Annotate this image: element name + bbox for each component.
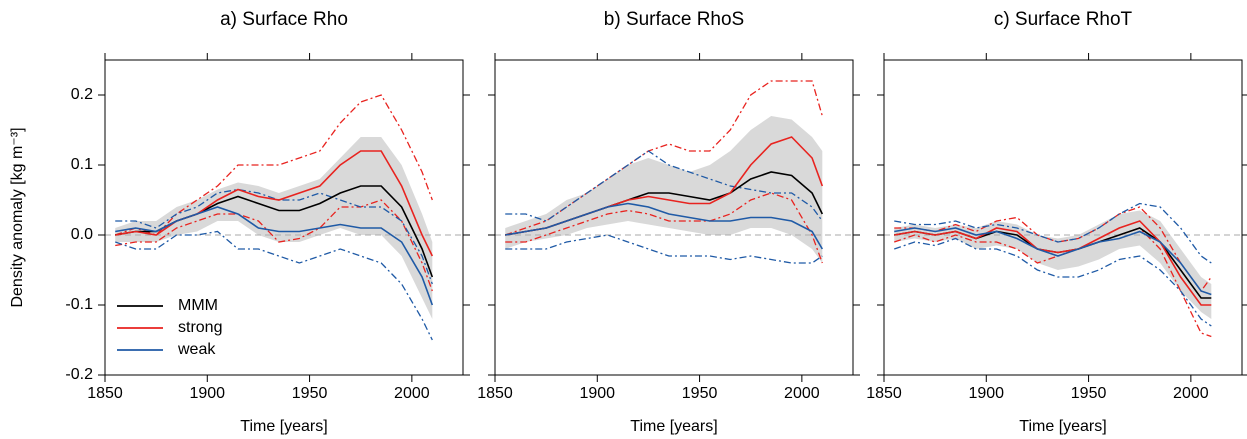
range-line (894, 237, 1212, 327)
x-tick-label: 1850 (477, 385, 513, 402)
x-axis-label: Time [years] (1019, 418, 1106, 435)
series-line (894, 220, 1212, 306)
range-line (115, 230, 433, 341)
range-line (505, 234, 823, 264)
x-tick-label: 1900 (968, 385, 1004, 402)
series-line (115, 206, 434, 306)
legend-label: weak (177, 341, 216, 358)
x-tick-label: 1950 (292, 385, 328, 402)
panel-title: a) Surface Rho (220, 9, 348, 30)
x-axis-label: Time [years] (240, 418, 327, 435)
x-tick-label: 2000 (394, 385, 430, 402)
plot-frame (104, 59, 464, 376)
panel-title: c) Surface RhoT (994, 9, 1133, 30)
x-tick-label: 1850 (87, 385, 123, 402)
range-line (894, 227, 1212, 338)
series-line (115, 150, 434, 257)
spread-band (505, 116, 823, 263)
y-tick-label: -0.1 (65, 296, 93, 313)
x-tick-label: 1950 (682, 385, 718, 402)
x-tick-label: 1950 (1071, 385, 1107, 402)
x-tick-label: 1850 (866, 385, 902, 402)
x-axis-label: Time [years] (630, 418, 717, 435)
y-tick-label: 0.2 (71, 86, 93, 103)
x-tick-label: 2000 (784, 385, 820, 402)
range-line (894, 202, 1212, 264)
range-line (115, 94, 433, 236)
range-line (115, 199, 433, 292)
x-tick-label: 1900 (189, 385, 225, 402)
legend-label: strong (178, 319, 222, 336)
y-tick-label: 0.1 (71, 156, 93, 173)
y-axis-label: Density anomaly [kg m⁻³] (9, 127, 26, 307)
panel-title: b) Surface RhoS (604, 9, 744, 30)
y-tick-label: 0.0 (71, 226, 93, 243)
series-line (894, 227, 1212, 296)
legend-label: MMM (178, 297, 218, 314)
plot-frame (883, 59, 1243, 376)
x-tick-label: 1900 (579, 385, 615, 402)
plot-frame (494, 59, 854, 376)
range-line (505, 192, 823, 264)
spread-band (894, 210, 1212, 319)
range-line (505, 80, 823, 236)
y-tick-label: -0.2 (65, 366, 93, 383)
x-tick-label: 2000 (1173, 385, 1209, 402)
series-line (505, 202, 824, 250)
spread-band (115, 137, 433, 319)
range-line (505, 150, 823, 222)
